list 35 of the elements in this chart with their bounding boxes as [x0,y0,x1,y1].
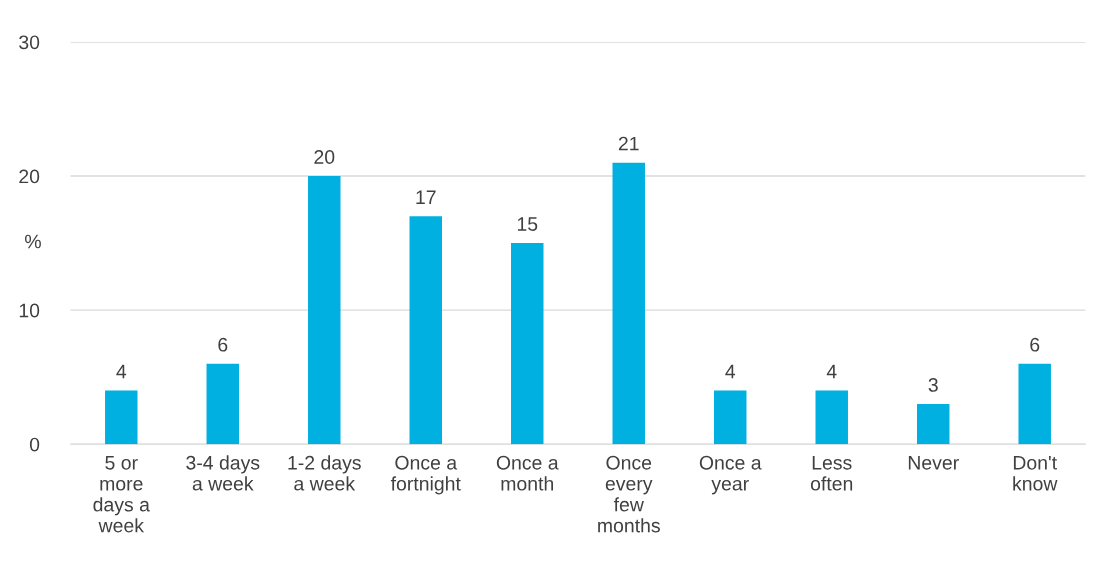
y-tick-label: 30 [19,35,40,50]
data-label: 4 [826,364,837,379]
data-label: 4 [725,364,736,379]
data-label: 17 [416,190,436,204]
data-label: 6 [1030,337,1040,352]
x-tick-label: Never [908,456,959,470]
bar [105,390,138,445]
x-tick-label: Once a fortnight [390,455,461,495]
y-tick-label: 0 [29,437,40,452]
x-tick-label: Once a month [496,455,559,491]
x-tick-label: Less often [810,456,853,491]
bar [714,390,747,445]
data-label: 20 [314,150,335,164]
data-label: 6 [218,337,228,352]
bar [206,363,240,445]
x-tick-label: Once a year [699,455,762,495]
bar [511,243,544,445]
y-tick-label: 10 [19,303,40,318]
x-tick-label: 1-2 days a week [288,455,361,491]
bar [1018,363,1051,445]
x-tick-label: 5 or more days a week [93,456,150,533]
y-axis-title: % [25,234,41,249]
x-tick-label: 3-4 days a week [186,455,260,491]
data-label: 4 [116,364,127,379]
bar [308,176,341,445]
x-tick-label: Once every few months [598,455,660,533]
data-label: 15 [517,217,538,231]
x-tick-label: Don't know [1013,456,1058,491]
bar [612,162,645,445]
data-label: 3 [928,378,938,392]
y-tick-label: 20 [19,169,40,184]
bar [815,390,848,445]
bar [409,216,442,445]
bar [916,404,950,445]
data-label: 21 [618,136,639,151]
